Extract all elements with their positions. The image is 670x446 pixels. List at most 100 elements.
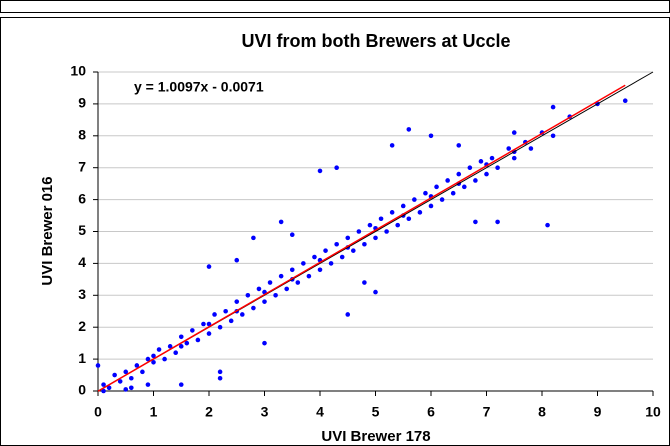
point bbox=[117, 379, 123, 384]
point bbox=[206, 264, 212, 269]
point bbox=[362, 241, 367, 247]
point bbox=[173, 350, 178, 356]
point bbox=[545, 222, 550, 228]
point bbox=[406, 127, 412, 132]
point bbox=[178, 344, 184, 349]
point bbox=[201, 321, 206, 327]
y-tick-label: 7 bbox=[78, 158, 86, 174]
top-bar bbox=[0, 0, 670, 13]
point bbox=[95, 363, 101, 368]
point bbox=[162, 356, 167, 362]
point bbox=[278, 273, 284, 279]
point bbox=[289, 267, 295, 273]
x-tick-label: 5 bbox=[372, 404, 380, 420]
point bbox=[167, 344, 173, 349]
y-tick-label: 5 bbox=[78, 222, 86, 238]
x-axis-label: UVI Brewer 178 bbox=[321, 428, 430, 445]
point bbox=[129, 385, 134, 391]
point bbox=[445, 178, 450, 183]
point bbox=[456, 171, 462, 177]
point bbox=[334, 165, 339, 170]
point bbox=[345, 312, 351, 317]
point bbox=[206, 331, 212, 336]
point bbox=[473, 219, 478, 225]
y-tick-label: 9 bbox=[78, 95, 86, 111]
point bbox=[217, 375, 223, 381]
point bbox=[495, 219, 500, 225]
point bbox=[312, 254, 317, 260]
y-tick-label: 3 bbox=[78, 286, 86, 302]
point bbox=[101, 382, 106, 387]
point bbox=[378, 216, 384, 222]
point bbox=[450, 190, 456, 196]
point bbox=[511, 155, 517, 161]
point bbox=[456, 143, 462, 148]
point bbox=[240, 312, 245, 317]
point bbox=[251, 305, 256, 311]
x-tick-label: 4 bbox=[316, 404, 324, 420]
point bbox=[367, 222, 373, 228]
x-tick-label: 7 bbox=[483, 404, 491, 420]
point bbox=[251, 235, 256, 241]
point bbox=[262, 340, 267, 346]
x-tick-label: 9 bbox=[594, 404, 602, 420]
point bbox=[317, 168, 323, 174]
point bbox=[473, 178, 478, 183]
point bbox=[151, 353, 156, 359]
point bbox=[511, 130, 517, 135]
point bbox=[406, 216, 412, 222]
point bbox=[389, 210, 395, 215]
point bbox=[223, 308, 228, 314]
point bbox=[462, 184, 467, 190]
fit-line bbox=[97, 84, 626, 392]
point bbox=[190, 328, 195, 333]
y-tick-label: 0 bbox=[78, 382, 86, 398]
point bbox=[389, 143, 395, 148]
point bbox=[323, 248, 328, 253]
point bbox=[395, 222, 401, 228]
point bbox=[351, 248, 356, 253]
chart-title: UVI from both Brewers at Uccle bbox=[241, 31, 510, 51]
point bbox=[306, 273, 312, 279]
point bbox=[256, 286, 262, 292]
point bbox=[484, 171, 489, 177]
point bbox=[228, 318, 234, 324]
fit-equation: y = 1.0097x - 0.0071 bbox=[134, 79, 264, 95]
point bbox=[123, 369, 129, 375]
point bbox=[317, 267, 323, 273]
point bbox=[550, 133, 556, 139]
point bbox=[301, 261, 306, 266]
point bbox=[151, 359, 156, 365]
point bbox=[234, 299, 240, 304]
x-tick-label: 2 bbox=[205, 404, 213, 420]
point bbox=[123, 387, 129, 392]
point bbox=[178, 334, 184, 340]
y-tick-label: 2 bbox=[78, 318, 86, 334]
point bbox=[373, 289, 378, 295]
point bbox=[439, 197, 445, 202]
point bbox=[295, 280, 301, 285]
y-axis-label: UVI Brewer 016 bbox=[39, 176, 56, 285]
point bbox=[184, 340, 190, 346]
point bbox=[478, 159, 484, 164]
point bbox=[289, 232, 295, 237]
point bbox=[550, 104, 556, 110]
point bbox=[278, 219, 284, 225]
point bbox=[145, 356, 151, 362]
point bbox=[339, 254, 345, 260]
point bbox=[112, 372, 117, 378]
point bbox=[434, 184, 439, 190]
point bbox=[262, 299, 267, 304]
point bbox=[423, 190, 428, 196]
point bbox=[400, 203, 406, 209]
y-tick-label: 6 bbox=[78, 190, 86, 206]
point bbox=[234, 257, 240, 263]
point bbox=[428, 133, 434, 139]
point bbox=[245, 293, 251, 298]
point bbox=[362, 280, 367, 285]
point bbox=[140, 369, 145, 375]
y-tick-label: 8 bbox=[78, 127, 86, 143]
x-tick-label: 0 bbox=[94, 404, 102, 420]
x-tick-label: 10 bbox=[645, 404, 661, 420]
y-tick-label: 4 bbox=[78, 254, 86, 270]
